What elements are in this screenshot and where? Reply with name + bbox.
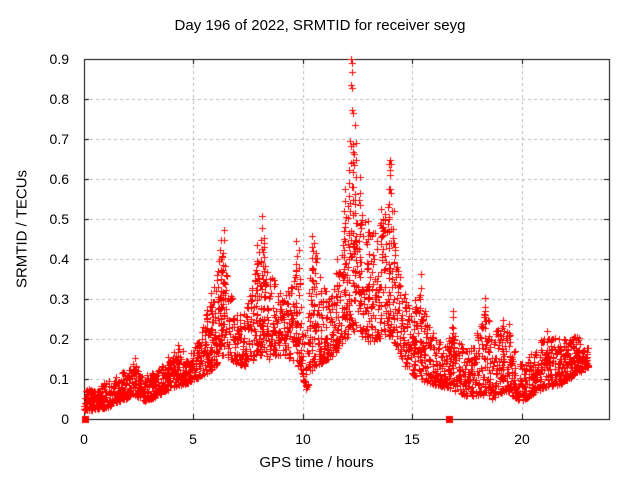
- y-tick-label: 0: [61, 411, 69, 427]
- y-tick-label: 0.5: [49, 211, 69, 227]
- y-tick-label: 0.8: [49, 91, 69, 107]
- x-axis-label: GPS time / hours: [259, 454, 374, 471]
- y-tick-label: 0.9: [49, 51, 69, 67]
- y-axis-label: SRMTID / TECUs: [13, 169, 31, 289]
- x-tick-label: 10: [295, 431, 311, 447]
- y-tick-label: 0.6: [49, 171, 69, 187]
- x-tick-label: 5: [189, 431, 197, 447]
- x-tick-label: 15: [404, 431, 420, 447]
- chart-title: Day 196 of 2022, SRMTID for receiver sey…: [174, 17, 466, 34]
- y-tick-label: 0.1: [49, 371, 69, 387]
- y-tick-label: 0.7: [49, 131, 69, 147]
- y-tick-label: 0.2: [49, 331, 69, 347]
- x-tick-label: 20: [514, 431, 530, 447]
- y-tick-label: 0.3: [49, 291, 69, 307]
- y-tick-label: 0.4: [49, 251, 69, 267]
- x-tick-label: 0: [80, 431, 88, 447]
